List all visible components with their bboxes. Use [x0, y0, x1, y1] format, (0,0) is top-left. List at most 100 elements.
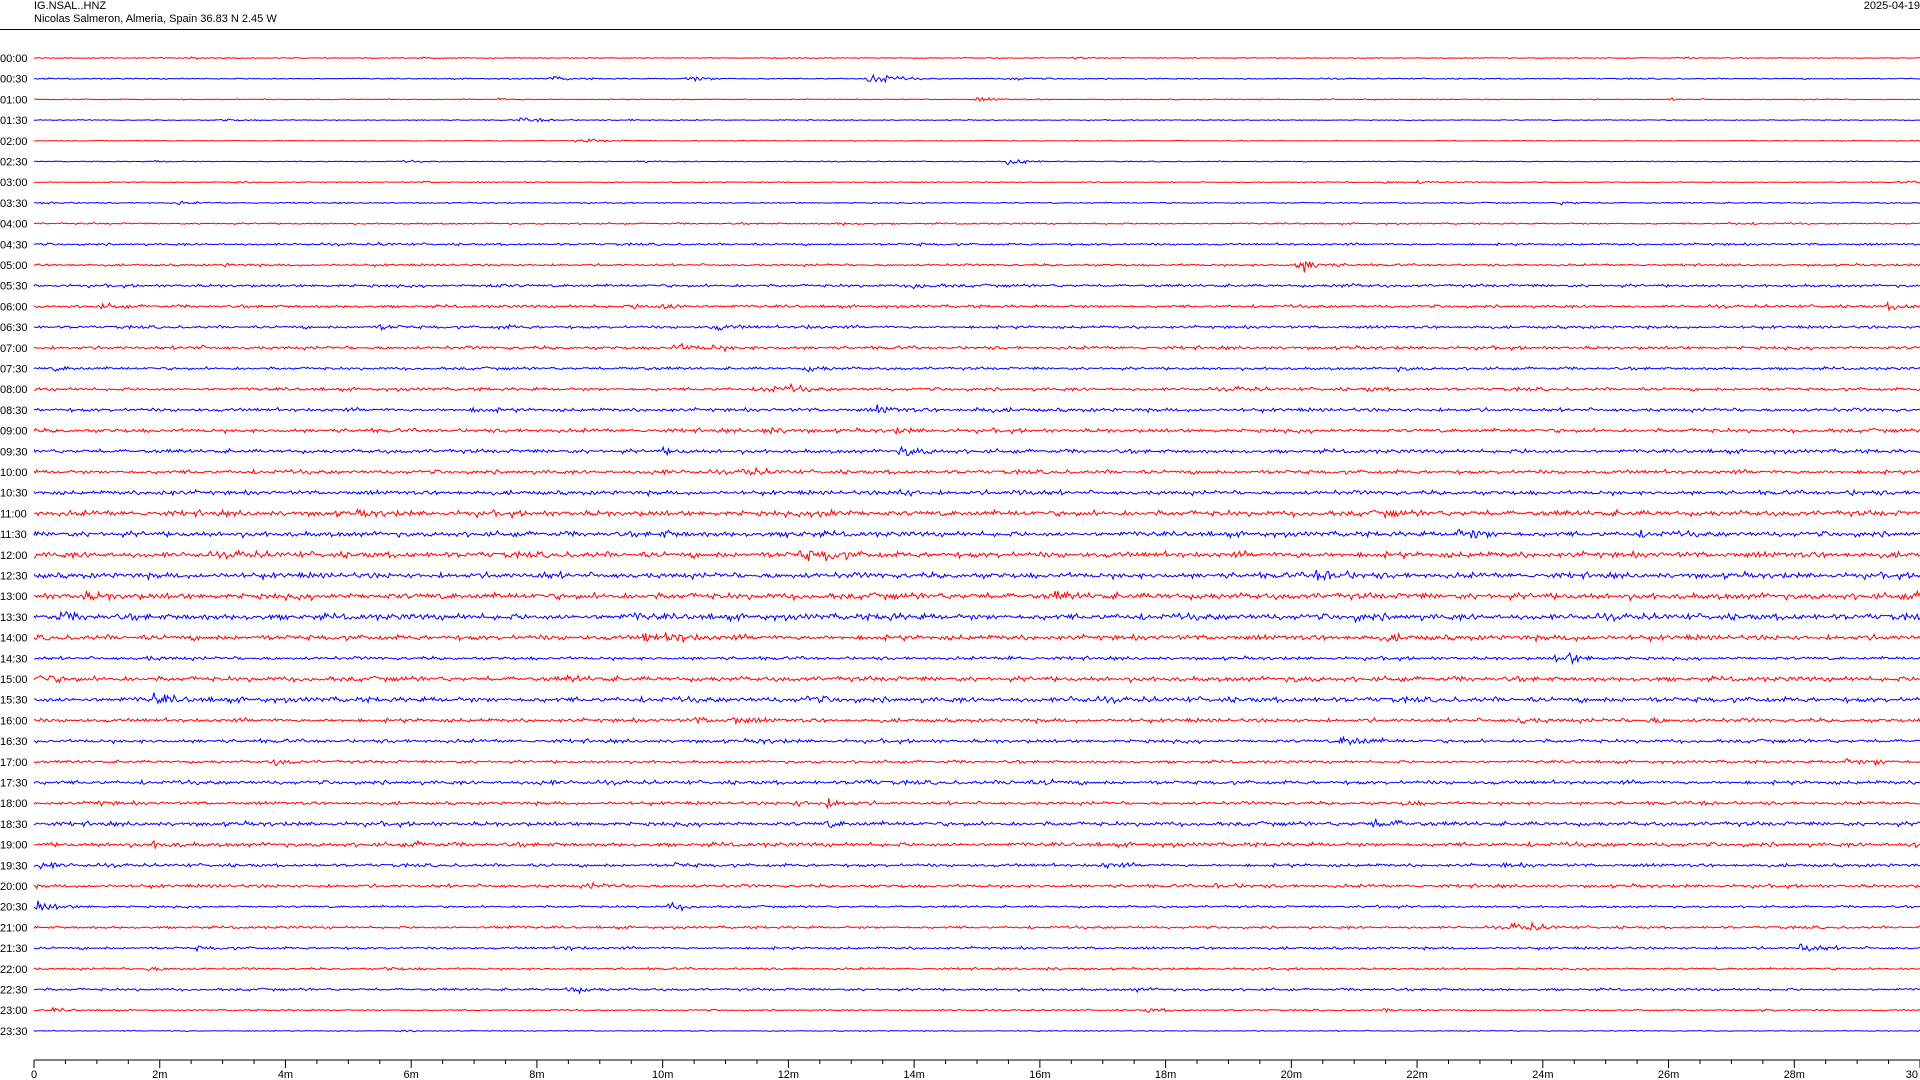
row-time-label: 17:30	[0, 778, 28, 790]
row-time-label: 00:30	[0, 74, 28, 86]
trace-row-1730	[33, 778, 1920, 787]
row-time-label: 21:30	[0, 943, 28, 955]
row-time-label: 05:00	[0, 260, 28, 272]
trace-row-1300	[34, 589, 1920, 602]
row-time-label: 06:00	[0, 301, 28, 313]
row-label-group: 00:00 00:30 01:00 01:30 02:00 02:30 03:00 03:30…	[0, 53, 28, 1038]
trace-row-0600	[33, 300, 1920, 312]
trace-row-1200	[33, 548, 1920, 562]
row-time-label: 17:00	[0, 757, 28, 769]
row-time-label: 12:00	[0, 550, 28, 562]
x-tick-label: 22m	[1406, 1069, 1427, 1080]
trace-row-2130	[33, 943, 1920, 953]
x-tick-label: 2m	[152, 1069, 167, 1080]
row-time-label: 14:30	[0, 653, 28, 665]
trace-row-1400	[33, 631, 1920, 643]
x-tick-label: 10m	[652, 1069, 673, 1080]
trace-row-2230	[33, 986, 1920, 995]
x-tick-label: 8m	[529, 1069, 544, 1080]
row-time-label: 02:00	[0, 136, 28, 148]
row-time-label: 03:30	[0, 198, 28, 210]
trace-row-2100	[33, 920, 1920, 931]
x-tick-label: 12m	[778, 1069, 799, 1080]
trace-row-0700	[33, 342, 1920, 353]
trace-row-1030	[33, 488, 1920, 498]
trace-row-0100	[34, 96, 1920, 102]
trace-row-1100	[34, 508, 1920, 520]
row-time-label: 01:00	[0, 94, 28, 106]
trace-row-1000	[33, 466, 1920, 477]
row-time-label: 09:00	[0, 426, 28, 438]
trace-row-0730	[33, 365, 1920, 373]
trace-row-2300	[33, 1006, 1920, 1014]
header-divider	[0, 29, 1920, 30]
trace-row-2200	[33, 966, 1920, 972]
row-time-label: 08:30	[0, 405, 28, 417]
row-time-label: 15:30	[0, 695, 28, 707]
trace-row-0800	[33, 382, 1920, 394]
row-time-label: 16:00	[0, 715, 28, 727]
row-time-label: 07:00	[0, 343, 28, 355]
trace-row-1700	[33, 758, 1920, 767]
trace-row-1130	[33, 528, 1920, 540]
row-time-label: 18:00	[0, 798, 28, 810]
row-time-label: 22:00	[0, 964, 28, 976]
trace-row-0930	[33, 445, 1920, 457]
trace-row-1930	[33, 861, 1920, 870]
trace-row-0830	[33, 404, 1920, 414]
row-time-label: 13:00	[0, 591, 28, 603]
row-time-label: 07:30	[0, 364, 28, 376]
trace-row-1900	[33, 839, 1920, 851]
row-time-label: 03:00	[0, 177, 28, 189]
x-tick-label: 28m	[1784, 1069, 1805, 1080]
trace-row-0030	[33, 73, 1920, 84]
x-tick-label: 30	[1906, 1069, 1918, 1080]
trace-row-1330	[33, 610, 1920, 624]
trace-row-2330	[33, 1029, 1920, 1033]
trace-row-0400	[33, 221, 1920, 227]
record-date: 2025-04-19	[1863, 0, 1920, 12]
row-time-label: 16:30	[0, 736, 28, 748]
trace-row-0500	[33, 260, 1920, 273]
station-location: Nicolas Salmeron, Almeria, Spain 36.83 N…	[34, 13, 277, 25]
trace-row-2030	[33, 900, 1920, 912]
trace-row-1430	[33, 651, 1920, 666]
trace-row-0530	[33, 282, 1920, 290]
row-time-label: 14:00	[0, 633, 28, 645]
x-tick-label: 20m	[1281, 1069, 1302, 1080]
trace-row-1830	[33, 818, 1920, 829]
trace-row-0630	[33, 323, 1920, 332]
x-tick-label: 6m	[404, 1069, 419, 1080]
row-time-label: 06:30	[0, 322, 28, 334]
x-tick-label: 14m	[903, 1069, 924, 1080]
row-time-label: 11:30	[0, 529, 27, 541]
trace-row-1530	[33, 692, 1920, 705]
x-tick-label: 26m	[1658, 1069, 1679, 1080]
row-time-label: 02:30	[0, 157, 28, 169]
row-time-label: 20:30	[0, 902, 28, 914]
row-time-label: 04:00	[0, 219, 28, 231]
trace-row-0330	[34, 200, 1920, 206]
row-time-label: 23:00	[0, 1005, 28, 1017]
row-time-label: 23:30	[0, 1026, 28, 1038]
trace-row-0230	[33, 158, 1920, 166]
trace-row-0000	[33, 56, 1920, 61]
trace-row-1800	[33, 798, 1920, 810]
trace-row-0900	[33, 426, 1920, 435]
row-time-label: 11:00	[0, 508, 27, 520]
row-time-label: 13:30	[0, 612, 28, 624]
row-time-label: 20:00	[0, 881, 28, 893]
row-time-label: 01:30	[0, 115, 28, 127]
row-time-label: 09:30	[0, 446, 28, 458]
row-time-label: 04:30	[0, 239, 28, 251]
row-time-label: 19:00	[0, 840, 28, 852]
row-time-label: 15:00	[0, 674, 28, 686]
row-time-label: 19:30	[0, 860, 28, 872]
trace-row-1600	[33, 716, 1920, 726]
trace-group	[33, 56, 1920, 1033]
row-time-label: 10:00	[0, 467, 28, 479]
trace-row-0430	[33, 241, 1920, 248]
row-time-label: 05:30	[0, 281, 28, 293]
row-time-label: 00:00	[0, 53, 28, 65]
x-axis: 0 2m 4m 6m 8m 10m 12m 14m 16m 18m 20m 22m 24m 26m 28m 3…	[31, 1059, 1920, 1080]
